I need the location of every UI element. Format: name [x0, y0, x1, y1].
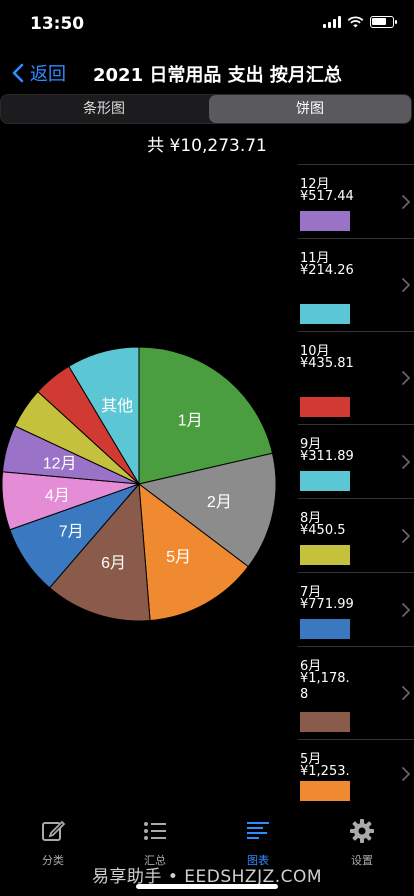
legend-amount: ¥311.89	[300, 449, 354, 464]
back-button[interactable]: 返回	[12, 60, 66, 86]
legend-month: 8月	[300, 511, 322, 526]
chevron-right-icon	[402, 278, 410, 292]
pie-slice[interactable]	[138, 346, 274, 485]
pie-chart: 1月 2月 5月 6月 7月 4月 12月 其他	[1, 346, 277, 622]
legend-color-swatch	[300, 304, 350, 324]
list-icon	[144, 822, 166, 840]
cellular-signal-icon	[323, 16, 341, 28]
legend-month: 5月	[300, 752, 322, 767]
legend-amount: ¥435.81	[300, 356, 354, 371]
legend-color-swatch	[300, 712, 350, 732]
pie-slice[interactable]	[138, 482, 249, 622]
segment-bar-chart[interactable]: 条形图	[83, 101, 125, 117]
chevron-right-icon	[402, 686, 410, 700]
legend-month: 6月	[300, 659, 322, 674]
legend-color-swatch	[300, 545, 350, 565]
pie-slice-label: 4月	[45, 487, 70, 504]
legend-item[interactable]: 9月 ¥311.89	[298, 424, 414, 498]
home-indicator	[136, 884, 278, 889]
legend-item[interactable]: 10月 ¥435.81	[298, 331, 414, 424]
pie-slice[interactable]	[68, 346, 140, 486]
total-amount: 共 ¥10,273.71	[147, 136, 267, 156]
edit-icon	[42, 820, 66, 841]
pie-slice[interactable]	[48, 482, 151, 622]
legend-amount: ¥1,178.8	[300, 671, 350, 702]
legend-color-swatch	[300, 471, 350, 491]
watermark-text: 易享助手 • EEDSHZJZ.COM	[91, 867, 323, 887]
legend-color-swatch	[300, 781, 350, 801]
legend-color-swatch	[300, 619, 350, 639]
legend-month: 7月	[300, 585, 322, 600]
tab-category[interactable]: 分类	[23, 818, 83, 868]
legend-month: 10月	[300, 344, 330, 359]
gear-icon	[350, 819, 374, 843]
legend-list: 12月 ¥517.44 11月 ¥214.26 10月 ¥435.81 9月 ¥311.89 8…	[298, 164, 414, 808]
page-title: 2021 日常用品 支出 按月汇总	[93, 65, 342, 86]
pie-slice-label: 6月	[101, 555, 126, 572]
wifi-icon	[347, 16, 364, 28]
legend-amount: ¥771.99	[300, 597, 354, 612]
pie-slice-label: 1月	[178, 413, 203, 430]
pie-slice-label: 5月	[166, 549, 191, 566]
tab-summary[interactable]: 汇总	[125, 818, 185, 868]
pie-slice[interactable]	[137, 452, 277, 568]
tab-category-label: 分类	[42, 854, 64, 867]
pie-slice-label: 12月	[43, 456, 77, 473]
pie-slice-label: 7月	[59, 523, 84, 540]
status-bar: 13:50	[0, 0, 414, 48]
status-time: 13:50	[30, 14, 85, 34]
pie-slice-label: 其他	[101, 397, 133, 415]
legend-month: 11月	[300, 251, 330, 266]
chevron-right-icon	[402, 528, 410, 543]
tab-chart[interactable]: 图表	[228, 818, 288, 868]
legend-item[interactable]: 7月 ¥771.99	[298, 572, 414, 646]
chevron-right-icon	[402, 602, 410, 617]
chevron-right-icon	[402, 371, 410, 385]
pie-slice-label: 2月	[207, 494, 232, 511]
back-label: 返回	[30, 64, 66, 85]
legend-month: 12月	[300, 177, 330, 192]
chart-type-segmented-control: 条形图 饼图	[0, 94, 412, 124]
legend-item[interactable]: 12月 ¥517.44	[298, 164, 414, 238]
legend-item[interactable]: 11月 ¥214.26	[298, 238, 414, 331]
tab-summary-label: 汇总	[144, 854, 166, 867]
legend-color-swatch	[300, 397, 350, 417]
tab-settings-label: 设置	[351, 854, 373, 867]
segment-pie-chart[interactable]: 饼图	[209, 95, 411, 123]
tab-bar: 分类 汇总 图表	[0, 812, 414, 872]
chevron-left-icon	[12, 63, 24, 83]
legend-item[interactable]: 8月 ¥450.5	[298, 498, 414, 572]
legend-amount: ¥450.5	[300, 523, 346, 538]
legend-month: 9月	[300, 437, 322, 452]
battery-icon	[370, 16, 397, 28]
tab-settings[interactable]: 设置	[332, 818, 392, 868]
tab-chart-label: 图表	[247, 854, 269, 867]
chevron-right-icon	[402, 194, 410, 209]
legend-color-swatch	[300, 211, 350, 231]
chart-icon	[247, 822, 269, 839]
chevron-right-icon	[402, 454, 410, 469]
legend-amount: ¥517.44	[300, 189, 354, 204]
legend-item[interactable]: 5月¥1,253.68	[298, 739, 414, 808]
chevron-right-icon	[402, 767, 410, 781]
legend-item[interactable]: 6月 ¥1,178.8	[298, 646, 414, 739]
legend-amount: ¥214.26	[300, 263, 354, 278]
navigation-bar: 返回 2021 日常用品 支出 按月汇总	[0, 52, 414, 92]
